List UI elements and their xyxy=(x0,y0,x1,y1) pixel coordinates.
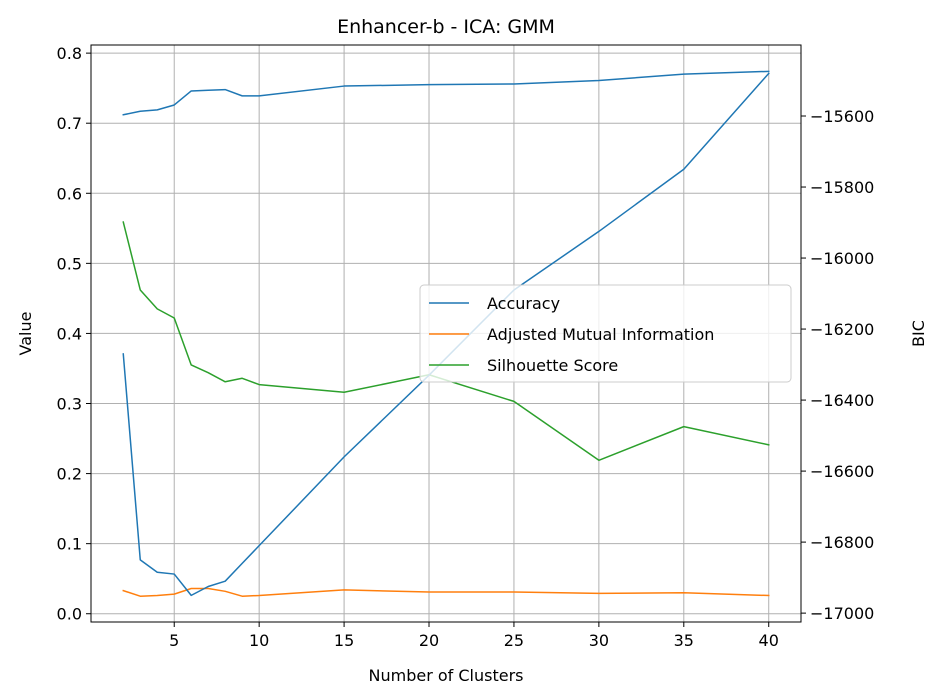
x-axis: 5 10 15 20 25 30 35 40 xyxy=(169,622,779,650)
y-tick-label: 0.4 xyxy=(57,324,82,343)
y2-axis-title: BIC xyxy=(909,320,928,347)
y-axis-left: 0.0 0.1 0.2 0.3 0.4 0.5 0.6 0.7 0.8 xyxy=(57,44,91,624)
y2-tick-label: −15600 xyxy=(810,107,874,126)
legend-box xyxy=(419,284,792,383)
legend-label: Silhouette Score xyxy=(487,356,618,375)
y-tick-label: 0.2 xyxy=(57,465,82,484)
y-tick-label: 0.8 xyxy=(57,44,82,63)
x-axis-title: Number of Clusters xyxy=(369,666,524,685)
y-axis-title: Value xyxy=(16,312,35,356)
x-tick-label: 35 xyxy=(674,631,694,650)
y-tick-label: 0.5 xyxy=(57,254,82,273)
y2-tick-label: −16600 xyxy=(810,462,874,481)
series-line-accuracy xyxy=(122,70,770,116)
x-tick-label: 40 xyxy=(759,631,779,650)
y2-tick-label: −16400 xyxy=(810,391,874,410)
y2-tick-label: −16800 xyxy=(810,533,874,552)
series-line-bic xyxy=(122,72,770,597)
y-tick-label: 0.3 xyxy=(57,395,82,414)
y2-tick-label: −15800 xyxy=(810,178,874,197)
legend-label: Adjusted Mutual Information xyxy=(487,325,714,344)
grid xyxy=(91,45,801,622)
x-tick-label: 25 xyxy=(504,631,524,650)
y-tick-label: 0.1 xyxy=(57,535,82,554)
y2-tick-label: −16000 xyxy=(810,249,874,268)
y-tick-label: 0.7 xyxy=(57,114,82,133)
y2-tick-label: −16200 xyxy=(810,320,874,339)
x-tick-label: 15 xyxy=(334,631,354,650)
x-tick-label: 5 xyxy=(169,631,179,650)
x-tick-label: 20 xyxy=(419,631,439,650)
y-tick-label: 0.6 xyxy=(57,184,82,203)
y2-tick-label: −17000 xyxy=(810,604,874,623)
x-tick-label: 30 xyxy=(589,631,609,650)
chart-title: Enhancer-b - ICA: GMM xyxy=(337,16,555,38)
legend-label: Accuracy xyxy=(487,294,560,313)
y-axis-right: −17000 −16800 −16600 −16400 −16200 −16000 −158… xyxy=(801,107,874,623)
series-line-silhouette-score xyxy=(122,221,770,462)
legend: Accuracy Adjusted Mutual Information Silho… xyxy=(419,284,792,383)
y-tick-label: 0.0 xyxy=(57,605,82,624)
series-line-adjusted-mutual-information xyxy=(122,587,770,597)
x-tick-label: 10 xyxy=(249,631,269,650)
series-layer xyxy=(122,70,770,597)
